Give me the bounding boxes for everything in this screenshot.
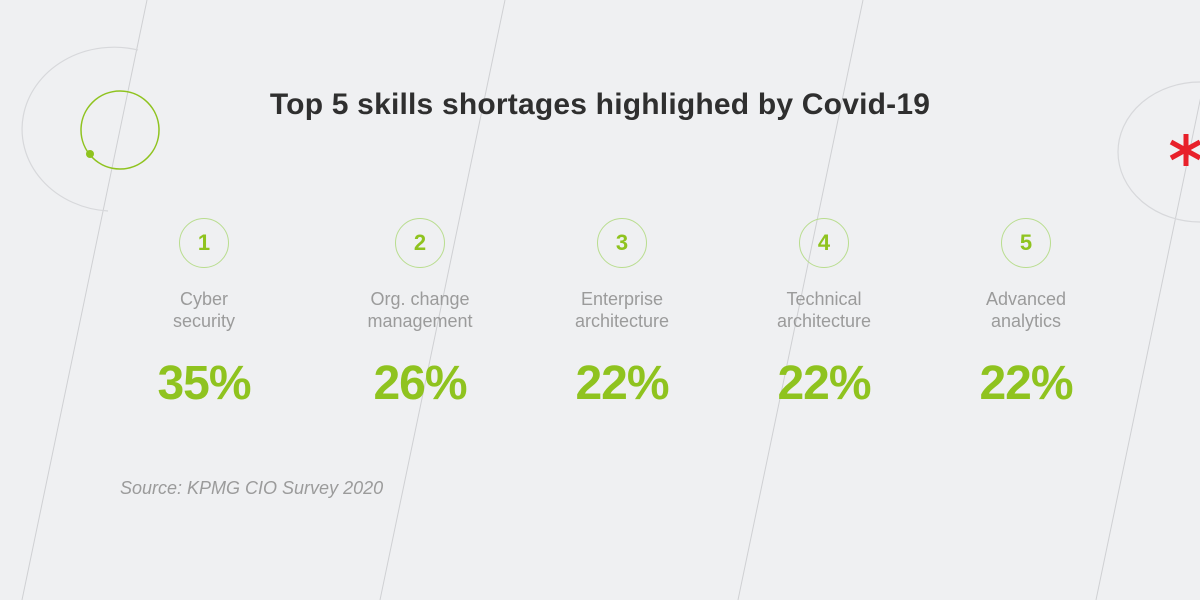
- green-ring-icon: [80, 90, 160, 170]
- skill-label-line: Cyber: [179, 289, 228, 309]
- skill-label: Advanced analytics: [926, 288, 1126, 338]
- skill-item-2: 2 Org. change management 26%: [320, 218, 520, 411]
- skill-label: Technical architecture: [724, 288, 924, 338]
- percentage-value: 35%: [157, 357, 251, 410]
- skill-item-5: 5 Advanced analytics 22%: [926, 218, 1126, 411]
- skill-item-3: 3 Enterprise architecture 22%: [522, 218, 722, 411]
- percentage-value: 26%: [373, 357, 467, 410]
- diagonal-line-1: [21, 0, 148, 600]
- skill-label-line: analytics: [990, 311, 1062, 331]
- rank-badge: 5: [1001, 218, 1051, 268]
- skill-label-line: Advanced: [985, 289, 1067, 309]
- skill-label-line: security: [172, 311, 235, 331]
- decorative-arc-right: [1117, 81, 1200, 223]
- diagonal-line-3: [737, 0, 864, 600]
- skill-item-4: 4 Technical architecture 22%: [724, 218, 924, 411]
- diagonal-line-2: [379, 0, 506, 600]
- percentage-value: 22%: [979, 357, 1073, 410]
- green-dot-icon: [86, 150, 94, 158]
- rank-badge: 2: [395, 218, 445, 268]
- skill-label-line: Technical: [786, 289, 862, 309]
- percentage-value: 22%: [575, 357, 669, 410]
- skill-label: Org. change management: [320, 288, 520, 338]
- skill-item-1: 1 Cyber security 35%: [104, 218, 304, 411]
- brand-mark-icon: [1169, 134, 1200, 166]
- source-note: Source: KPMG CIO Survey 2020: [120, 478, 384, 498]
- chart-title: Top 5 skills shortages highlighed by Cov…: [269, 88, 931, 121]
- skill-label-line: architecture: [574, 311, 670, 331]
- skill-label-line: management: [367, 311, 473, 331]
- decorative-arc-left: [21, 46, 139, 212]
- skill-label-line: Org. change: [370, 289, 470, 309]
- diagonal-line-4: [1095, 98, 1200, 600]
- skill-label-line: Enterprise: [580, 289, 664, 309]
- rank-badge: 4: [799, 218, 849, 268]
- skill-label: Enterprise architecture: [522, 288, 722, 338]
- skill-label-line: architecture: [776, 311, 872, 331]
- rank-badge: 3: [597, 218, 647, 268]
- skill-label: Cyber security: [104, 288, 304, 338]
- rank-badge: 1: [179, 218, 229, 268]
- percentage-value: 22%: [777, 357, 871, 410]
